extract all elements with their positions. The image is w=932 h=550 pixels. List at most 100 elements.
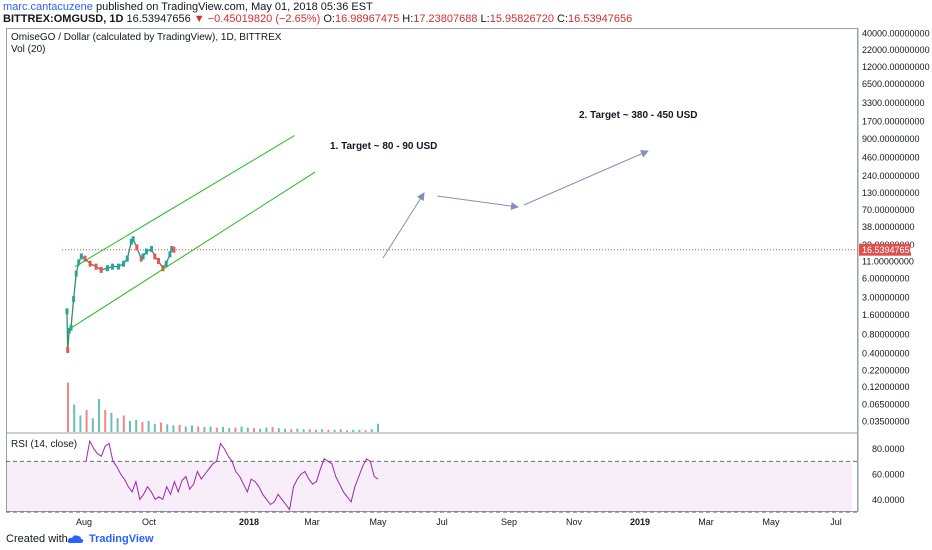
price-tick-label: 70.00000000 <box>862 205 915 215</box>
time-tick-label: Aug <box>76 517 92 527</box>
time-tick-label: 2018 <box>239 517 259 527</box>
volume-bar <box>228 428 231 432</box>
volume-bar <box>377 423 379 432</box>
rsi-tick-label: 80.0000 <box>872 444 905 454</box>
volume-bar <box>129 421 131 432</box>
price-candle <box>116 263 120 270</box>
tradingview-cloud-icon <box>67 535 84 543</box>
high-value: 17.23807688 <box>413 13 478 25</box>
time-tick-label: May <box>762 517 780 527</box>
price-tick-label: 900.00000000 <box>862 134 920 144</box>
time-tick-label: Mar <box>304 517 320 527</box>
price-candle <box>144 248 148 255</box>
price-candle <box>99 266 103 273</box>
volume-bar <box>327 429 330 432</box>
rsi-label: RSI (14, close) <box>11 439 78 450</box>
price-candle <box>157 258 161 265</box>
price-candle <box>161 265 165 272</box>
volume-bar <box>141 422 144 432</box>
close-value: 16.53947656 <box>568 13 633 25</box>
price-candle <box>141 253 145 260</box>
price-tick-label: 40000.00000000 <box>862 29 930 39</box>
time-tick-label: Jul <box>436 517 448 527</box>
volume-bar <box>116 418 119 432</box>
price-line <box>66 238 175 351</box>
rsi-tick-label: 60.0000 <box>872 470 905 480</box>
price-tick-label: 22000.00000000 <box>862 45 930 55</box>
price-candle <box>94 263 98 270</box>
price-tick-label: 0.80000000 <box>862 329 910 339</box>
volume-bar <box>296 428 299 432</box>
price-candle <box>122 260 126 267</box>
volume-bar <box>234 427 237 432</box>
volume-bar <box>79 415 82 432</box>
volume-bar <box>271 427 274 432</box>
volume-bar <box>240 426 243 432</box>
volume-bar <box>333 429 336 432</box>
price-tick-label: 12000.00000000 <box>862 62 930 72</box>
tradingview-brand[interactable]: TradingView <box>89 533 154 545</box>
price-candle <box>168 251 172 258</box>
time-tick-label: May <box>369 517 387 527</box>
volume-bar <box>160 422 162 432</box>
price-candle <box>79 253 83 260</box>
price-tick-label: 1.60000000 <box>862 310 910 320</box>
volume-bar <box>98 399 100 432</box>
price-tick-label: 0.03500000 <box>862 417 910 427</box>
price-candle <box>172 246 176 253</box>
volume-bar <box>358 429 361 432</box>
price-candle <box>105 265 109 272</box>
price-candle <box>65 308 69 315</box>
volume-bar <box>352 429 355 432</box>
ohlc-bar: BITTREX:OMGUSD, 1D 16.53947656 ▼ −0.4501… <box>3 13 632 25</box>
volume-bar <box>370 429 373 432</box>
price-candle <box>83 255 87 262</box>
price-chart[interactable]: 40000.00000000 22000.00000000 12000.000000… <box>0 0 932 527</box>
channel-upper-line <box>74 135 295 268</box>
low-label: L: <box>480 13 490 25</box>
volume-bar <box>178 424 181 432</box>
volume-bar <box>259 428 262 432</box>
projection-arrow <box>382 192 425 259</box>
price-tick-label: 130.00000000 <box>862 188 920 198</box>
high-label: H: <box>402 13 414 25</box>
price-candle <box>67 327 71 334</box>
volume-bar <box>290 429 293 432</box>
published-text: published on TradingView.com, May 01, 20… <box>95 1 373 13</box>
price-tick-label: 11.00000000 <box>862 257 914 267</box>
volume-bar <box>135 419 138 432</box>
volume-bar <box>265 427 268 432</box>
volume-bar <box>172 425 175 432</box>
volume-bar <box>315 429 317 432</box>
volume-bar <box>302 429 305 432</box>
rsi-band <box>6 461 852 513</box>
price-candle <box>66 346 70 353</box>
open-value: 16.98967475 <box>334 13 400 25</box>
volume-bar <box>191 425 193 432</box>
price-tick-label: 0.06500000 <box>862 399 910 409</box>
target-2-annotation: 2. Target ~ 380 - 450 USD <box>579 110 698 121</box>
author-link[interactable]: marc.cantacuzene <box>3 1 93 13</box>
projection-arrow <box>523 150 649 206</box>
last-price: 16.53947656 <box>126 13 191 25</box>
price-tick-label: 38.00000000 <box>862 222 915 232</box>
volume-label: Vol (20) <box>11 44 46 55</box>
target-1-annotation: 1. Target ~ 80 - 90 USD <box>330 141 438 152</box>
price-candle <box>88 260 92 267</box>
price-tick-label: 1700.00000000 <box>862 116 925 126</box>
footer: Created with TradingView <box>0 527 932 550</box>
price-tick-label: 3300.00000000 <box>862 98 925 108</box>
volume-bar <box>153 423 156 432</box>
change-value: −0.45019820 (−2.65%) <box>207 13 321 25</box>
volume-bar <box>321 429 324 432</box>
price-candle <box>153 253 157 260</box>
price-tick-label: 0.40000000 <box>862 349 910 359</box>
time-tick-label: Jul <box>830 517 842 527</box>
volume-bar <box>197 426 200 432</box>
volume-bar <box>110 412 113 432</box>
rsi-line <box>85 439 379 511</box>
current-price-tag <box>859 243 911 256</box>
price-tick-label: 0.12000000 <box>862 382 910 392</box>
low-value: 15.95826720 <box>489 13 554 25</box>
